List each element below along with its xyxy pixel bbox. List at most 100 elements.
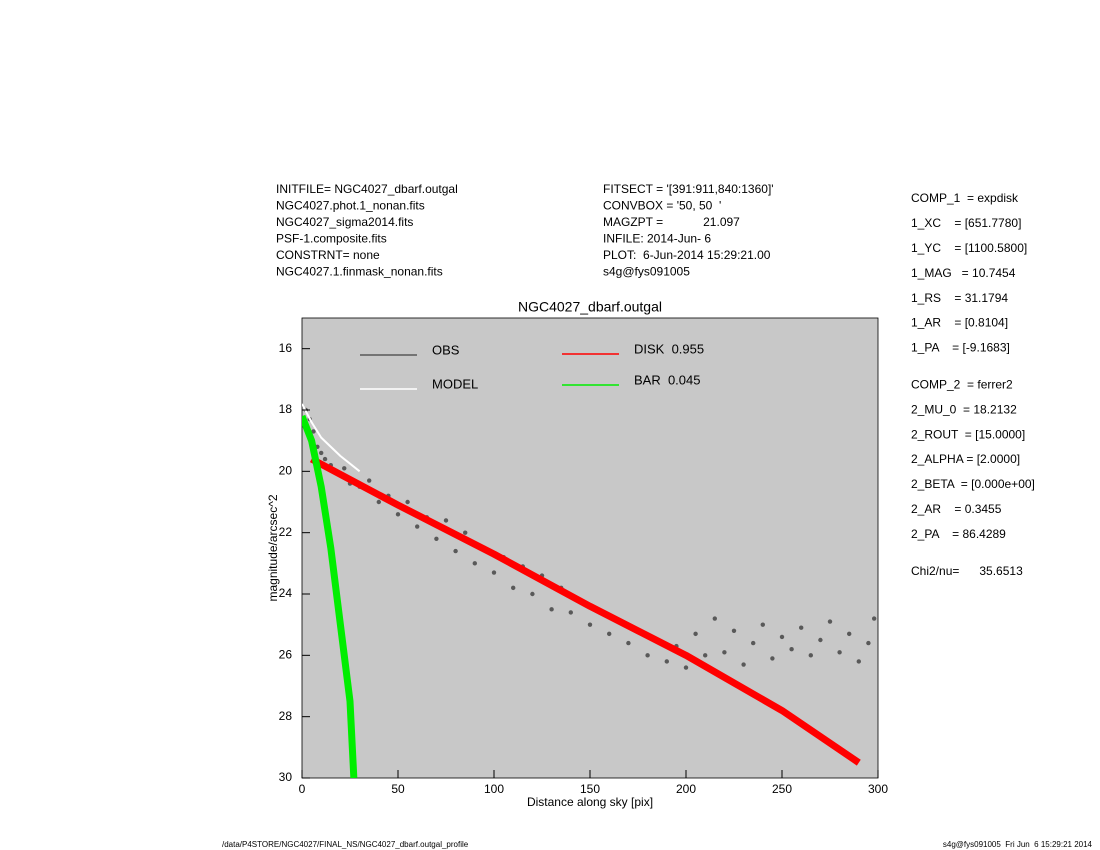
- obs-point: [799, 625, 804, 630]
- param-line: 1_AR = [0.8104]: [911, 316, 1008, 330]
- obs-point: [626, 640, 631, 646]
- y-tick-label: 26: [279, 648, 293, 662]
- footer-stamp: s4g@fys091005 Fri Jun 6 15:29:21 2014: [943, 840, 1093, 849]
- param-line: 2_MU_0 = 18.2132: [911, 402, 1017, 416]
- obs-point: [856, 659, 861, 664]
- obs-point: [607, 631, 612, 637]
- param-line: Chi2/nu= 35.6513: [911, 564, 1023, 578]
- obs-point: [568, 610, 573, 615]
- obs-point: [770, 656, 775, 661]
- obs-point: [789, 647, 794, 652]
- param-line: 1_PA = [-9.1683]: [911, 341, 1010, 355]
- obs-point: [847, 631, 852, 637]
- header-middle-line: CONVBOX = '50, 50 ': [603, 199, 721, 213]
- y-tick-label: 18: [279, 402, 293, 416]
- obs-point: [415, 524, 420, 529]
- obs-point: [511, 585, 516, 591]
- header-left-line: PSF-1.composite.fits: [276, 232, 387, 246]
- header-middle-line: s4g@fys091005: [603, 265, 690, 279]
- obs-point: [779, 634, 785, 640]
- obs-point: [587, 622, 593, 627]
- obs-point: [741, 662, 746, 667]
- param-line: 2_ALPHA = [2.0000]: [911, 452, 1020, 466]
- header-middle-line: FITSECT = '[391:911,840:1360]': [603, 182, 774, 196]
- obs-point: [434, 536, 439, 541]
- header-middle-line: PLOT: 6-Jun-2014 15:29:21.00: [603, 248, 771, 262]
- obs-point: [395, 512, 401, 517]
- y-tick-label: 28: [279, 709, 293, 723]
- y-tick-label: 30: [279, 770, 293, 784]
- x-tick-label: 300: [868, 782, 888, 796]
- obs-point: [463, 530, 468, 535]
- obs-point: [703, 653, 708, 658]
- model-band: [309, 455, 861, 766]
- obs-point: [837, 650, 842, 655]
- obs-point: [827, 619, 833, 624]
- x-tick-label: 250: [772, 782, 792, 796]
- header-middle-line: MAGZPT = 21.097: [603, 215, 740, 229]
- param-line: 1_XC = [651.7780]: [911, 216, 1021, 230]
- obs-point: [376, 499, 381, 505]
- obs-point: [319, 450, 324, 456]
- header-left-line: NGC4027.1.finmask_nonan.fits: [276, 265, 443, 279]
- obs-point: [472, 561, 477, 566]
- plot-area: [302, 403, 877, 778]
- obs-point: [871, 616, 877, 621]
- header-left-line: INITFILE= NGC4027_dbarf.outgal: [276, 182, 458, 196]
- obs-point: [712, 616, 717, 621]
- param-line: 2_AR = 0.3455: [911, 502, 1002, 516]
- obs-point: [491, 570, 497, 575]
- obs-point: [683, 665, 689, 670]
- obs-point: [731, 628, 737, 633]
- obs-point: [722, 650, 727, 655]
- obs-point: [322, 456, 328, 462]
- obs-point: [367, 478, 372, 483]
- legend-label: OBS: [432, 342, 460, 357]
- param-line: COMP_2 = ferrer2: [911, 377, 1013, 391]
- model-line: [302, 403, 361, 473]
- y-tick-label: 24: [279, 586, 293, 600]
- obs-point: [530, 591, 535, 597]
- y-tick-label: 22: [279, 525, 293, 539]
- obs-point: [693, 631, 698, 637]
- obs-point: [405, 499, 410, 505]
- x-tick-label: 50: [391, 782, 405, 796]
- obs-point: [645, 653, 650, 658]
- obs-point: [760, 622, 765, 627]
- x-tick-label: 150: [580, 782, 600, 796]
- x-tick-label: 200: [676, 782, 696, 796]
- param-line: 2_BETA = [0.000e+00]: [911, 477, 1035, 491]
- obs-point: [664, 659, 669, 664]
- param-line: 1_RS = 31.1794: [911, 291, 1008, 305]
- footer-path: /data/P4STORE/NGC4027/FINAL_NS/NGC4027_d…: [222, 840, 469, 849]
- header-left-line: CONSTRNT= none: [276, 248, 380, 262]
- plot-background: [301, 317, 879, 779]
- obs-point: [311, 429, 316, 434]
- obs-point: [549, 607, 554, 612]
- obs-point: [342, 466, 347, 471]
- param-line: 2_PA = 86.4289: [911, 527, 1006, 541]
- header-middle-line: INFILE: 2014-Jun- 6: [603, 232, 711, 246]
- obs-point: [808, 653, 813, 658]
- legend-label: DISK 0.955: [634, 341, 704, 356]
- obs-point: [751, 640, 756, 646]
- obs-point: [818, 637, 823, 643]
- param-line: COMP_1 = expdisk: [911, 191, 1019, 205]
- obs-point: [866, 640, 871, 646]
- y-tick-label: 16: [279, 341, 293, 355]
- y-tick-label: 20: [279, 464, 293, 478]
- x-tick-label: 100: [484, 782, 504, 796]
- x-tick-label: 0: [299, 782, 306, 796]
- x-axis-label: Distance along sky [pix]: [527, 795, 653, 809]
- header-left-line: NGC4027.phot.1_nonan.fits: [276, 199, 425, 213]
- param-line: 2_ROUT = [15.0000]: [911, 427, 1025, 441]
- param-line: 1_YC = [1100.5800]: [911, 241, 1027, 255]
- legend-label: MODEL: [432, 376, 478, 391]
- param-line: 1_MAG = 10.7454: [911, 266, 1016, 280]
- legend-label: BAR 0.045: [634, 372, 701, 387]
- obs-point: [453, 548, 458, 554]
- header-left-line: NGC4027_sigma2014.fits: [276, 215, 413, 229]
- model-band: [302, 414, 358, 778]
